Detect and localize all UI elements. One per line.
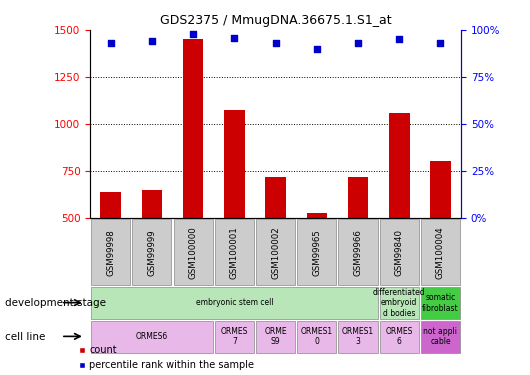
Point [148, 38, 156, 44]
Legend: count, percentile rank within the sample: count, percentile rank within the sample [74, 341, 258, 374]
Text: development stage: development stage [5, 298, 107, 308]
Text: ORMES1
0: ORMES1 0 [301, 327, 333, 346]
Text: not appli
cable: not appli cable [423, 327, 457, 346]
Point [354, 40, 363, 46]
Text: GSM99999: GSM99999 [147, 229, 156, 276]
Text: GSM100004: GSM100004 [436, 226, 445, 279]
Bar [266, 177, 286, 218]
Text: GSM99998: GSM99998 [106, 229, 115, 276]
Bar [389, 113, 410, 218]
Text: ORMES
6: ORMES 6 [386, 327, 413, 346]
Text: GSM100002: GSM100002 [271, 226, 280, 279]
Text: GSM100000: GSM100000 [189, 226, 198, 279]
Text: cell line: cell line [5, 332, 46, 342]
Bar [142, 190, 162, 217]
Bar [306, 213, 327, 217]
Bar [183, 39, 204, 218]
Text: GSM99966: GSM99966 [354, 229, 363, 276]
Text: ORME
S9: ORME S9 [264, 327, 287, 346]
Text: somatic
fibroblast: somatic fibroblast [422, 293, 459, 312]
Point [189, 31, 197, 37]
Point [271, 40, 280, 46]
Point [313, 46, 321, 52]
Text: GSM99965: GSM99965 [312, 229, 321, 276]
Title: GDS2375 / MmugDNA.36675.1.S1_at: GDS2375 / MmugDNA.36675.1.S1_at [160, 15, 392, 27]
Text: differentiated
embryoid
d bodies: differentiated embryoid d bodies [373, 288, 426, 318]
Bar [224, 110, 245, 218]
Point [395, 36, 403, 42]
Text: GSM100001: GSM100001 [230, 226, 239, 279]
Bar [430, 161, 451, 218]
Bar [100, 192, 121, 217]
Point [436, 40, 445, 46]
Text: ORMES
7: ORMES 7 [220, 327, 248, 346]
Bar [348, 177, 368, 218]
Text: ORMES1
3: ORMES1 3 [342, 327, 374, 346]
Text: embryonic stem cell: embryonic stem cell [196, 298, 273, 307]
Point [107, 40, 115, 46]
Text: ORMES6: ORMES6 [136, 332, 168, 341]
Text: GSM99840: GSM99840 [395, 229, 404, 276]
Point [230, 34, 239, 40]
